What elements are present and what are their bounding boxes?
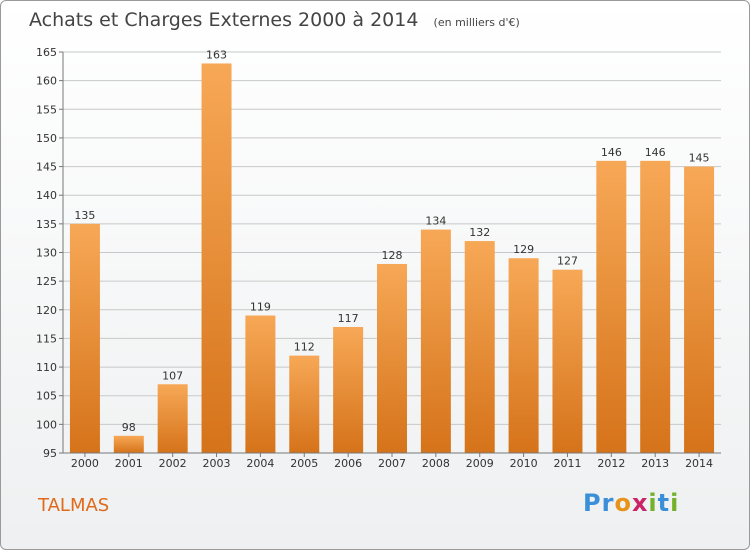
data-label: 119	[250, 301, 271, 314]
data-label: 112	[294, 341, 315, 354]
y-tick-label: 125	[36, 275, 57, 288]
logo-letter: P	[583, 489, 602, 517]
bar	[333, 326, 364, 453]
data-label: 128	[382, 249, 403, 262]
x-tick-label: 2002	[159, 457, 187, 470]
x-tick-label: 2006	[334, 457, 362, 470]
data-label: 163	[206, 48, 227, 61]
x-tick-label: 2010	[510, 457, 538, 470]
bar	[69, 223, 100, 453]
y-tick-label: 150	[36, 132, 57, 145]
logo-letter: i	[670, 489, 680, 517]
x-tick-label: 2014	[685, 457, 713, 470]
x-tick-label: 2013	[641, 457, 669, 470]
y-tick-label: 120	[36, 304, 57, 317]
bar	[552, 269, 583, 453]
x-tick-label: 2009	[466, 457, 494, 470]
y-tick-label: 135	[36, 218, 57, 231]
bar	[508, 258, 539, 453]
bar	[289, 355, 320, 453]
data-label: 127	[557, 255, 578, 268]
x-tick-label: 2012	[597, 457, 625, 470]
chart-subtitle: (en milliers d'€)	[433, 16, 520, 29]
y-tick-label: 145	[36, 161, 57, 174]
y-tick-label: 115	[36, 332, 57, 345]
logo-letter: i	[648, 489, 658, 517]
data-label: 134	[425, 215, 446, 228]
bar	[377, 263, 407, 453]
x-tick-label: 2003	[203, 457, 231, 470]
bar	[157, 384, 188, 453]
data-labels: 135 98 107 163 119 112 117 128 134 132 129 127 146 14…	[74, 48, 709, 433]
x-tick-label: 2000	[71, 457, 99, 470]
chart-title: Achats et Charges Externes 2000 à 2014	[29, 9, 419, 31]
y-tick-label: 105	[36, 390, 57, 403]
data-label: 117	[338, 312, 359, 325]
y-tick-label: 165	[36, 46, 57, 59]
bar	[201, 63, 232, 453]
bar	[245, 315, 276, 453]
bar	[464, 241, 495, 453]
y-tick-label: 140	[36, 189, 57, 202]
y-tick-label: 95	[43, 447, 57, 460]
y-tick-label: 160	[36, 75, 57, 88]
bars	[69, 63, 715, 454]
logo-letter: r	[601, 489, 615, 517]
bar	[420, 229, 451, 453]
x-tick-label: 2007	[378, 457, 406, 470]
data-label: 146	[601, 146, 622, 159]
title-row: Achats et Charges Externes 2000 à 2014 (…	[29, 9, 520, 31]
x-tick-label: 2001	[115, 457, 143, 470]
x-tick-label: 2004	[246, 457, 274, 470]
y-tick-label: 155	[36, 103, 57, 116]
bar	[113, 435, 144, 453]
bar	[596, 160, 627, 454]
y-tick-label: 100	[36, 418, 57, 431]
y-tick-label: 110	[36, 361, 57, 374]
data-label: 146	[645, 146, 666, 159]
commune-name: TALMAS	[38, 495, 110, 516]
proxiti-logo: Proxiti	[583, 489, 679, 517]
data-label: 129	[513, 243, 534, 256]
bar	[640, 160, 671, 454]
data-label: 132	[469, 226, 490, 239]
axes: 95 100 105 110 115 120 125 130 135 140 145 150 155 16…	[36, 46, 721, 470]
data-label: 107	[162, 369, 183, 382]
logo-letter: x	[631, 489, 649, 517]
data-label: 145	[689, 152, 710, 165]
data-label: 135	[74, 209, 95, 222]
logo-letter: o	[614, 489, 632, 517]
logo-letter: t	[657, 489, 671, 517]
data-label: 98	[122, 421, 136, 434]
y-tick-label: 130	[36, 247, 57, 260]
bar	[684, 166, 715, 454]
x-tick-label: 2008	[422, 457, 450, 470]
x-tick-label: 2011	[553, 457, 581, 470]
x-tick-label: 2005	[290, 457, 318, 470]
